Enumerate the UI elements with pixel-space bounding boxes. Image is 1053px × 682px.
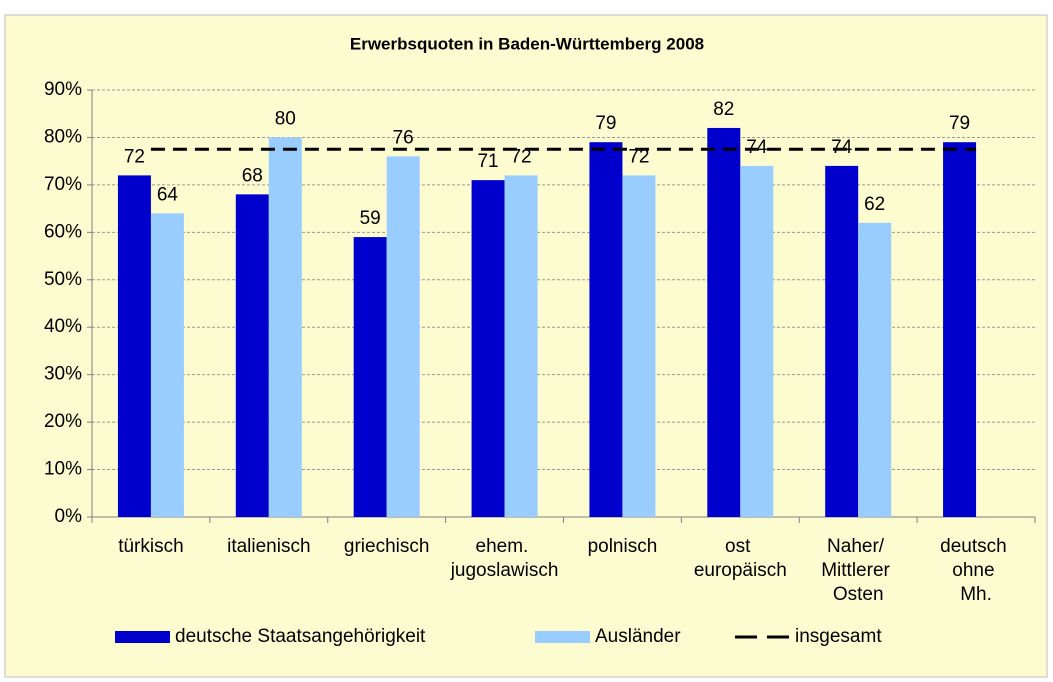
data-label: 79 bbox=[595, 113, 616, 134]
x-tick-label: polnisch bbox=[588, 536, 658, 557]
bar bbox=[504, 175, 538, 517]
bar bbox=[707, 127, 741, 517]
x-tick-label: deutsch ohne Mh. bbox=[940, 536, 1012, 605]
y-tick-label: 90% bbox=[44, 79, 82, 100]
y-tick-label: 40% bbox=[44, 316, 82, 337]
data-label: 71 bbox=[477, 151, 498, 172]
data-label: 76 bbox=[393, 127, 414, 148]
bar bbox=[353, 237, 387, 518]
data-label: 79 bbox=[949, 113, 970, 134]
bar bbox=[825, 165, 859, 517]
bar bbox=[943, 142, 977, 517]
bar bbox=[471, 180, 505, 517]
legend-swatch bbox=[535, 631, 590, 643]
data-label: 80 bbox=[275, 108, 296, 129]
legend-swatch bbox=[115, 631, 170, 643]
legend-label: deutsche Staatsangehörigkeit bbox=[175, 626, 426, 647]
data-label: 74 bbox=[746, 137, 768, 158]
data-label: 64 bbox=[157, 184, 179, 205]
data-label: 74 bbox=[831, 137, 853, 158]
chart-title: Erwerbsquoten in Baden-Württemberg 2008 bbox=[350, 34, 704, 53]
bar bbox=[117, 175, 151, 517]
y-tick-label: 10% bbox=[44, 459, 82, 480]
data-label: 72 bbox=[124, 146, 145, 167]
y-tick-label: 70% bbox=[44, 174, 82, 195]
bar bbox=[740, 165, 774, 517]
bar bbox=[858, 222, 892, 517]
data-label: 72 bbox=[510, 146, 531, 167]
bar bbox=[268, 137, 302, 517]
legend-label: Ausländer bbox=[595, 626, 681, 647]
legend-label: insgesamt bbox=[795, 626, 882, 647]
data-label: 68 bbox=[242, 165, 263, 186]
y-tick-label: 50% bbox=[44, 269, 82, 290]
y-tick-label: 80% bbox=[44, 126, 82, 147]
bar bbox=[386, 156, 420, 517]
data-label: 82 bbox=[713, 99, 734, 120]
y-tick-label: 60% bbox=[44, 221, 82, 242]
data-label: 62 bbox=[864, 194, 885, 215]
x-tick-label: griechisch bbox=[344, 536, 430, 557]
x-tick-label: ost europäisch bbox=[694, 536, 787, 581]
x-tick-label: Naher/ Mittlerer Osten bbox=[821, 536, 895, 605]
bar bbox=[622, 175, 656, 517]
data-label: 59 bbox=[360, 208, 381, 229]
y-tick-label: 20% bbox=[44, 411, 82, 432]
bar bbox=[235, 194, 269, 517]
x-tick-label: italienisch bbox=[227, 536, 310, 557]
bar bbox=[589, 142, 623, 517]
x-tick-label: ehem. jugoslawisch bbox=[450, 536, 559, 581]
x-tick-label: türkisch bbox=[118, 536, 183, 557]
y-tick-label: 0% bbox=[55, 506, 83, 527]
bar bbox=[150, 213, 184, 517]
y-tick-label: 30% bbox=[44, 364, 82, 385]
data-label: 72 bbox=[628, 146, 649, 167]
